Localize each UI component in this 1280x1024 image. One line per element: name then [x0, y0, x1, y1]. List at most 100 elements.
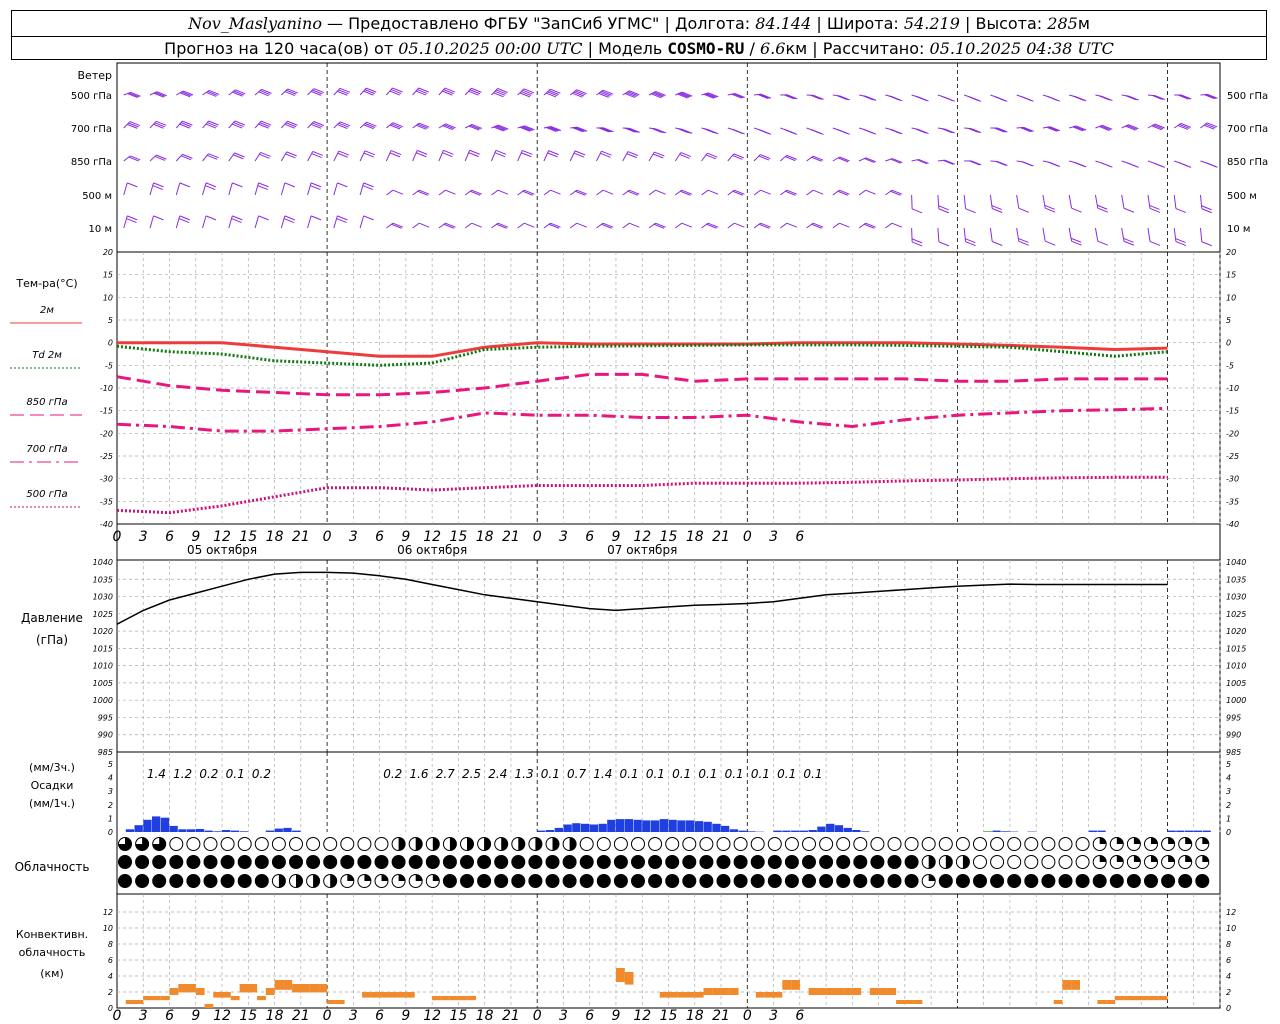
wind-barb-feather — [681, 91, 693, 97]
precip-bar — [292, 830, 301, 832]
wind-barb-feather — [911, 208, 923, 214]
hour-tick-label-bottom: 21 — [712, 1008, 730, 1024]
wind-barb-feather — [1153, 162, 1164, 168]
wind-barb — [911, 194, 913, 209]
wind-barb-feather — [312, 89, 323, 95]
wind-barb — [280, 215, 286, 229]
wind-barb-feather — [1045, 207, 1056, 213]
wind-barb-feather — [390, 89, 402, 95]
wind-barb-feather — [471, 123, 483, 129]
wind-barb-feather — [941, 128, 952, 134]
convective-bar — [370, 992, 380, 998]
cloud-cover-symbol — [1161, 874, 1176, 888]
wind-barb-feather — [442, 125, 453, 131]
hour-tick-label-bottom: 15 — [239, 1008, 257, 1024]
hour-tick-label: 6 — [795, 529, 804, 545]
pressure-ytick-right: 1035 — [1226, 575, 1246, 584]
precip-ytick: 0 — [108, 828, 113, 837]
wind-barb-feather — [363, 124, 374, 130]
wind-barb-feather — [521, 91, 532, 96]
wind-barb-feather — [1205, 123, 1216, 129]
wind-barb — [412, 150, 418, 162]
cloud-cover-symbol — [1075, 855, 1090, 869]
wind-barb-feather — [1207, 93, 1218, 99]
cloud-cover-symbol — [323, 855, 338, 869]
longitude: 84.144 — [755, 14, 812, 33]
pressure-ytick-right: 1040 — [1226, 558, 1246, 567]
wind-barb-feather — [207, 122, 218, 128]
wind-barb-feather — [997, 127, 1008, 133]
cloud-cover-symbol — [562, 874, 577, 888]
wind-barb-feather — [548, 90, 560, 95]
precip-bar — [204, 830, 213, 832]
precip-bar — [545, 830, 555, 832]
day-label: 06 октября — [397, 543, 467, 557]
wind-barb-feather — [677, 93, 688, 99]
convective-ytick-right: 6 — [1226, 956, 1231, 965]
wind-barb — [149, 182, 154, 196]
wind-barb-feather — [1099, 95, 1110, 101]
convective-ytick: 8 — [108, 940, 113, 949]
wind-barb-feather — [205, 185, 216, 191]
wind-barb-feather — [1021, 161, 1033, 167]
wind-barb-feather — [810, 94, 821, 100]
wind-barb-feather — [182, 153, 193, 159]
wind-barb-feather — [130, 91, 141, 97]
wind-barb-feather — [655, 222, 666, 228]
wind-barb-feather — [310, 215, 322, 221]
precip-3h-sum: 0.1 — [541, 767, 560, 781]
pressure-ytick: 1015 — [93, 644, 113, 653]
convective-bar — [125, 1000, 135, 1004]
precip-bar — [563, 824, 572, 832]
precip-bar — [712, 823, 721, 832]
pressure-ytick: 1035 — [93, 575, 113, 584]
convective-bar — [405, 992, 415, 998]
wind-barb-feather — [732, 190, 744, 196]
wind-barb-feather — [392, 122, 404, 128]
precip-unit-3h: (мм/3ч.) — [29, 761, 75, 774]
temperature-panel: 20 20 15 15 10 10 5 5 0 0 -5 -5 -10 -10 -15 -15 -20 -20 -2… — [10, 248, 1239, 529]
wind-barb-feather — [1177, 94, 1189, 100]
wind-barb-feather — [992, 241, 1003, 246]
wind-barb-feather — [941, 95, 952, 101]
wind-barb-feather — [760, 154, 771, 160]
wind-barb — [543, 189, 551, 196]
cloud-cover-symbol — [819, 837, 834, 851]
forecast-start: 05.10.2025 00:00 UTC — [398, 39, 583, 58]
cloud-cover-symbol — [938, 874, 953, 888]
convective-bar — [808, 988, 818, 995]
wind-barb-feather — [468, 125, 480, 131]
cloud-cover-symbol — [648, 855, 663, 869]
wind-barb-feather — [839, 189, 850, 195]
precip-bar — [738, 830, 747, 832]
wind-barb-feather — [495, 149, 507, 155]
cloud-cover-symbol — [836, 874, 851, 888]
cloud-cover-symbol — [802, 837, 816, 851]
wind-barb-feather — [1177, 124, 1189, 130]
wind-level-label-right: 10 м — [1227, 224, 1250, 235]
cloud-cover-symbol — [973, 855, 987, 869]
wind-barb-feather — [524, 222, 535, 228]
wind-barb — [779, 154, 788, 162]
temp-ytick-right: 0 — [1226, 339, 1231, 348]
hour-tick-label: 12 — [213, 529, 231, 545]
hour-tick-label-bottom: 3 — [139, 1008, 148, 1024]
convective-bar — [694, 992, 704, 998]
wind-barb-feather — [654, 91, 665, 97]
precip-title: Осадки — [31, 779, 74, 792]
wind-barb-feather — [155, 91, 166, 97]
wind-barb-feather — [156, 91, 167, 97]
convective-bar — [458, 996, 468, 1001]
temp-ytick: -40 — [100, 520, 113, 529]
convective-bar — [843, 988, 853, 995]
precip-bar — [134, 825, 143, 832]
cloud-cover-symbol — [819, 855, 834, 869]
convective-bar — [1071, 980, 1080, 990]
cloud-cover-symbol — [596, 837, 611, 851]
wind-barb-feather — [1205, 162, 1217, 168]
wind-barb-feather — [1179, 162, 1190, 168]
cloud-cover-symbol — [921, 855, 936, 869]
wind-barb-feather — [1070, 237, 1082, 243]
cloud-cover-symbol — [511, 855, 526, 869]
wind-barb-feather — [519, 92, 531, 98]
